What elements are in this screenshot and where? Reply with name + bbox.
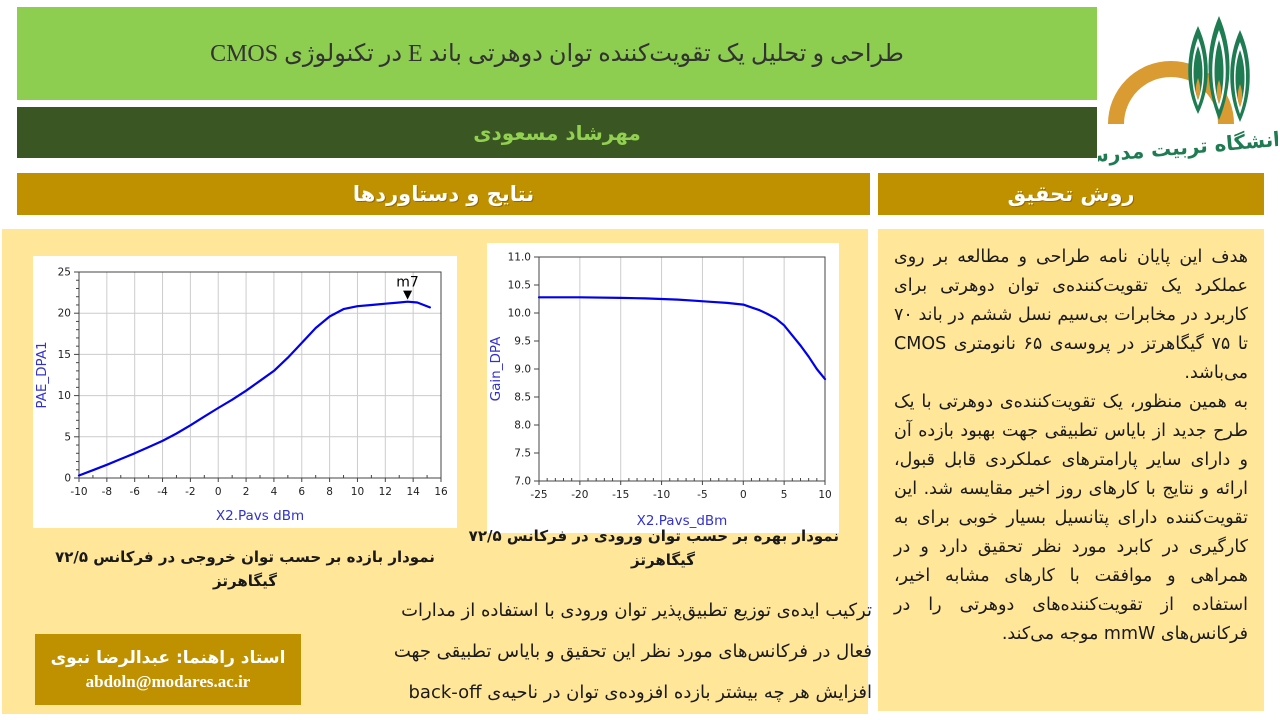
university-logo: دانشگاه تربیت مدرس bbox=[1080, 2, 1280, 168]
svg-text:5: 5 bbox=[64, 431, 71, 443]
svg-text:12: 12 bbox=[379, 486, 392, 498]
svg-text:20: 20 bbox=[58, 308, 71, 320]
title-bar: طراحی و تحلیل یک تقویت‌کننده توان دوهرتی… bbox=[17, 7, 1097, 100]
svg-text:-10: -10 bbox=[653, 489, 670, 501]
svg-text:16: 16 bbox=[434, 486, 448, 498]
supervisor-name: استاد راهنما: عبدالرضا نبوی bbox=[50, 647, 286, 668]
svg-text:9.0: 9.0 bbox=[514, 364, 531, 376]
svg-text:0: 0 bbox=[64, 473, 71, 485]
svg-text:8: 8 bbox=[326, 486, 333, 498]
results-paragraph: ترکیب ایده‌ی توزیع تطبیق‌پذیر توان ورودی… bbox=[300, 590, 872, 713]
svg-text:4: 4 bbox=[271, 486, 278, 498]
gain-caption-line1: نمودار بهره بر حسب توان ورودی در فرکانس … bbox=[468, 527, 839, 545]
pae-chart: -10 -8 -6 -4 -2 0 2 4 6 8 10 12 14 16 0 5 10 15 20 25 X2.Pav… bbox=[33, 256, 457, 528]
section-title-method: روش تحقیق bbox=[1007, 182, 1135, 206]
section-header-results: نتایج و دستاوردها bbox=[17, 173, 870, 215]
svg-text:0: 0 bbox=[215, 486, 222, 498]
svg-text:14: 14 bbox=[406, 486, 420, 498]
university-logo-icon: دانشگاه تربیت مدرس bbox=[1080, 16, 1280, 168]
pae-chart-caption: نمودار بازده بر حسب توان خروجی در فرکانس… bbox=[33, 545, 457, 593]
gain-vs-pavs-svg: -25 -20 -15 -10 -5 0 5 10 7.0 7.5 8.0 8.5 9.0 9.5 10.0… bbox=[488, 252, 832, 530]
svg-text:PAE_DPA1: PAE_DPA1 bbox=[34, 341, 50, 408]
svg-text:-2: -2 bbox=[185, 486, 195, 498]
svg-text:7.5: 7.5 bbox=[514, 448, 531, 460]
gain-chart: -25 -20 -15 -10 -5 0 5 10 7.0 7.5 8.0 8.5 9.0 9.5 10.0… bbox=[487, 243, 839, 533]
svg-text:-8: -8 bbox=[102, 486, 112, 498]
gain-caption-line2: گیگاهرتز bbox=[631, 551, 695, 569]
svg-text:-15: -15 bbox=[612, 489, 629, 501]
svg-text:10.0: 10.0 bbox=[508, 308, 531, 320]
svg-text:10: 10 bbox=[351, 486, 364, 498]
method-text: هدف این پایان نامه طراحی و مطالعه بر روی… bbox=[888, 243, 1254, 701]
svg-text:-4: -4 bbox=[157, 486, 168, 498]
supervisor-email: abdoln@modares.ac.ir bbox=[85, 671, 251, 691]
svg-text:25: 25 bbox=[58, 267, 71, 279]
section-header-method: روش تحقیق bbox=[878, 173, 1264, 215]
supervisor-box: استاد راهنما: عبدالرضا نبوی abdoln@modar… bbox=[35, 634, 301, 705]
svg-text:10: 10 bbox=[58, 390, 71, 402]
svg-text:X2.Pavs dBm: X2.Pavs dBm bbox=[216, 508, 304, 524]
svg-text:7.0: 7.0 bbox=[514, 476, 531, 488]
svg-text:2: 2 bbox=[243, 486, 250, 498]
svg-text:8.5: 8.5 bbox=[514, 392, 531, 404]
svg-text:0: 0 bbox=[740, 489, 747, 501]
svg-text:-10: -10 bbox=[70, 486, 87, 498]
svg-text:-20: -20 bbox=[571, 489, 588, 501]
page-title: طراحی و تحلیل یک تقویت‌کننده توان دوهرتی… bbox=[210, 41, 904, 67]
svg-text:-5: -5 bbox=[697, 489, 707, 501]
svg-text:9.5: 9.5 bbox=[514, 336, 531, 348]
logo-university-name: دانشگاه تربیت مدرس bbox=[1098, 126, 1278, 168]
section-title-results: نتایج و دستاوردها bbox=[352, 182, 535, 206]
svg-text:10: 10 bbox=[818, 489, 831, 501]
pae-caption-line2: گیگاهرتز bbox=[213, 572, 277, 590]
results-paragraph-line1: ترکیب ایده‌ی توزیع تطبیق‌پذیر توان ورودی… bbox=[401, 600, 872, 621]
svg-text:X2.Pavs_dBm: X2.Pavs_dBm bbox=[637, 513, 728, 529]
svg-text:11.0: 11.0 bbox=[508, 252, 531, 264]
svg-text:10.5: 10.5 bbox=[508, 280, 531, 292]
method-panel bbox=[878, 229, 1264, 711]
svg-text:6: 6 bbox=[298, 486, 305, 498]
svg-text:-25: -25 bbox=[530, 489, 547, 501]
svg-text:Gain_DPA: Gain_DPA bbox=[488, 336, 504, 401]
pae-caption-line1: نمودار بازده بر حسب توان خروجی در فرکانس… bbox=[55, 548, 435, 566]
gain-chart-caption: نمودار بهره بر حسب توان ورودی در فرکانس … bbox=[468, 524, 839, 572]
pae-vs-pavs-svg: -10 -8 -6 -4 -2 0 2 4 6 8 10 12 14 16 0 5 10 15 20 25 X2.Pav… bbox=[34, 267, 448, 525]
author-bar: مهرشاد مسعودی bbox=[17, 107, 1097, 158]
method-paragraph-2: به همین منظور، یک تقویت‌کننده‌ی دوهرتی ب… bbox=[894, 392, 1248, 644]
svg-text:15: 15 bbox=[58, 349, 71, 361]
svg-text:-6: -6 bbox=[129, 486, 140, 498]
author-name: مهرشاد مسعودی bbox=[473, 120, 641, 145]
results-paragraph-line3: افزایش هر چه بیشتر بازده افزوده‌ی توان د… bbox=[408, 682, 872, 703]
svg-text:8.0: 8.0 bbox=[514, 420, 531, 432]
logo-trees bbox=[1188, 16, 1250, 122]
method-paragraph-1: هدف این پایان نامه طراحی و مطالعه بر روی… bbox=[894, 247, 1249, 383]
svg-text:m7: m7 bbox=[396, 275, 419, 291]
svg-text:5: 5 bbox=[781, 489, 788, 501]
results-paragraph-line2: فعال در فرکانس‌های مورد نظر این تحقیق و … bbox=[393, 641, 872, 662]
